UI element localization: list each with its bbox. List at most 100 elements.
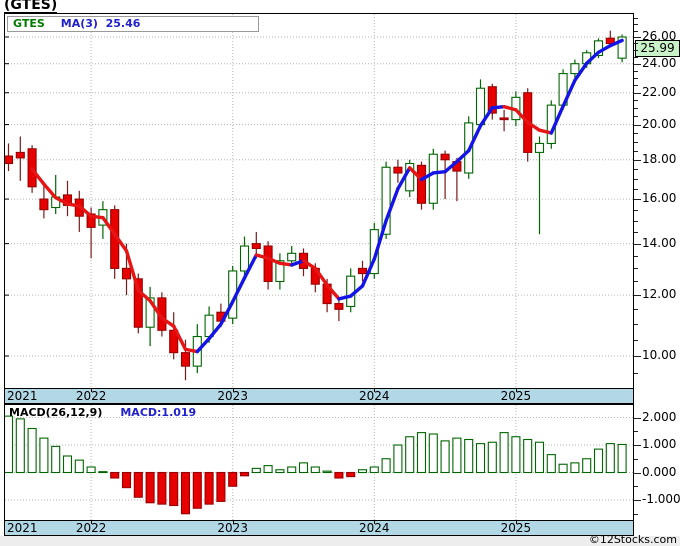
macd-bar: [334, 471, 344, 479]
ma-line-segment: [313, 266, 329, 287]
macd-axis-label: 2.000: [642, 409, 677, 424]
price-axis-minor-tick: [634, 56, 638, 58]
macd-bar: [145, 471, 155, 504]
ma-line-segment: [408, 166, 424, 182]
macd-bar: [511, 436, 521, 474]
ma-line-segment: [42, 182, 58, 200]
ma-line-segment: [384, 187, 400, 223]
macd-bar: [523, 438, 533, 474]
macd-bar: [416, 432, 427, 474]
ma-line-segment: [112, 232, 129, 253]
ma-line-segment: [360, 257, 376, 288]
legend-ma-value: 25.46: [105, 17, 141, 30]
price-axis-minor-tick: [634, 85, 638, 87]
year-label: 2023: [217, 521, 248, 535]
candle-body: [15, 151, 25, 159]
candle-body: [5, 155, 14, 165]
ma-line-segment: [183, 347, 200, 354]
ma-line-segment: [219, 299, 235, 326]
price-axis-minor-tick: [634, 141, 638, 143]
year-label: 2022: [75, 389, 107, 403]
macd-bar: [251, 467, 261, 474]
candle-body: [617, 36, 627, 59]
watermark: ©12Stocks.com: [588, 533, 677, 546]
macd-bar: [452, 437, 462, 474]
price-axis-tick: [634, 243, 641, 245]
candle-body: [393, 166, 403, 174]
candle-body: [534, 142, 545, 153]
ma-line-segment: [419, 171, 435, 182]
macd-bar: [558, 463, 568, 474]
ma-line-segment: [30, 167, 46, 186]
year-notch: [374, 521, 376, 524]
price-axis-label: 20.00: [642, 116, 677, 131]
macd-bar: [133, 471, 143, 498]
price-axis-tick: [634, 355, 641, 357]
ma-line-segment: [537, 128, 553, 135]
macd-current-value: MACD:1.019: [120, 406, 197, 419]
year-notch: [515, 389, 517, 392]
ma-line-segment: [372, 218, 388, 261]
ma-line-segment: [242, 253, 259, 280]
year-notch: [515, 521, 517, 524]
price-axis-minor-tick: [634, 324, 638, 326]
macd-bar: [369, 466, 379, 474]
price-axis-minor-tick: [634, 373, 638, 375]
ma-line-segment: [573, 61, 589, 83]
macd-bar: [51, 445, 61, 474]
price-chart-frame: GTES MA(3) 25.46 2021 2022 2023 2024 2025: [4, 13, 634, 404]
macd-bar: [393, 444, 403, 474]
year-label: 2022: [75, 521, 107, 535]
candle-body: [499, 117, 509, 121]
price-axis-tick: [634, 63, 641, 65]
chart-legend: GTES MA(3) 25.46: [7, 16, 259, 32]
macd-axis-minor-tick: [634, 486, 638, 488]
macd-bar: [157, 471, 167, 505]
macd-bar: [310, 466, 320, 474]
macd-bar: [216, 471, 226, 502]
macd-frame: MACD(26,12,9) MACD:1.019 2021 2022 2023 2024…: [4, 404, 634, 536]
legend-symbol: GTES: [13, 17, 45, 30]
macd-bar: [263, 465, 273, 474]
ma-line-segment: [585, 50, 601, 65]
price-axis-minor-tick: [634, 339, 638, 341]
candle-body: [428, 153, 438, 204]
macd-bar: [593, 448, 604, 474]
year-notch: [232, 521, 234, 524]
price-axis-tick: [634, 159, 641, 161]
macd-axis-tick: [634, 500, 641, 501]
macd-bar: [5, 415, 14, 474]
macd-bar: [192, 471, 202, 509]
ma-line-segment: [431, 170, 447, 175]
macd-bar: [487, 441, 497, 474]
ma-line-segment: [101, 215, 117, 236]
macd-bar: [464, 438, 474, 474]
ma-line-segment: [54, 195, 70, 206]
macd-bar: [475, 443, 486, 474]
ma-line-segment: [526, 120, 542, 132]
candle-body: [346, 275, 356, 307]
year-notch: [374, 389, 376, 392]
macd-axis-label: 1.000: [642, 437, 677, 451]
price-axis-minor-tick: [634, 255, 638, 257]
macd-axis-label: 0.000: [642, 464, 677, 479]
macd-bar: [357, 469, 368, 474]
ma-line-segment: [561, 78, 577, 108]
macd-bar: [499, 432, 509, 474]
macd-params-label: MACD(26,12,9): [9, 406, 103, 419]
price-axis-tick: [634, 295, 641, 297]
ma-line-segment: [77, 204, 93, 218]
year-notch: [91, 389, 93, 392]
ma-line-segment: [160, 316, 176, 328]
price-axis-minor-tick: [634, 309, 638, 311]
ma-line-segment: [502, 105, 518, 112]
ma-line-segment: [301, 259, 317, 271]
macd-bar: [582, 458, 592, 474]
candle-body: [416, 164, 427, 204]
candle-body: [169, 329, 179, 354]
macd-bar: [27, 427, 37, 474]
price-axis-minor-tick: [634, 77, 638, 79]
macd-bar: [39, 437, 49, 474]
price-axis-minor-tick: [634, 209, 638, 211]
ma-line-segment: [549, 104, 565, 135]
